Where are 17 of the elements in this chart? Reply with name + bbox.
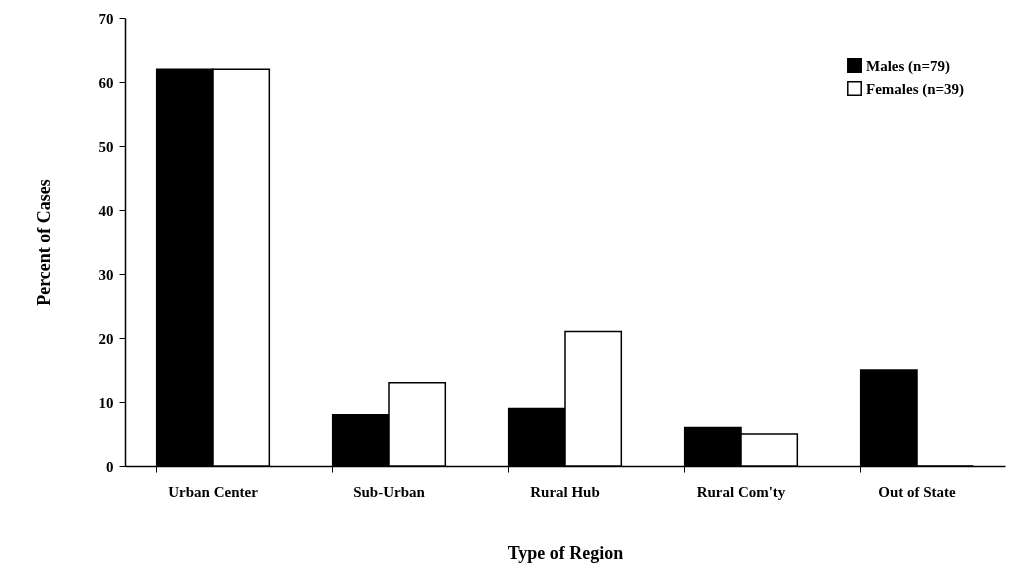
x-tick-label: Urban Center bbox=[168, 483, 259, 500]
y-tick-label: 50 bbox=[98, 138, 114, 155]
x-tick-label: Rural Hub bbox=[530, 483, 600, 500]
y-tick-label: 40 bbox=[98, 202, 114, 219]
x-tick-label: Rural Com'ty bbox=[696, 483, 786, 500]
y-tick-label: 60 bbox=[98, 74, 114, 91]
y-tick-label: 30 bbox=[98, 266, 114, 283]
legend-label: Males (n=79) bbox=[866, 57, 950, 75]
y-tick-label: 70 bbox=[98, 10, 114, 27]
y-axis-title: Percent of Cases bbox=[33, 179, 54, 306]
x-tick-label: Out of State bbox=[878, 483, 957, 500]
x-axis-title: Type of Region bbox=[507, 542, 624, 563]
legend-label: Females (n=39) bbox=[866, 80, 965, 98]
y-tick-label: 0 bbox=[106, 458, 114, 475]
y-tick-label: 10 bbox=[98, 394, 114, 411]
y-tick-label: 20 bbox=[98, 330, 114, 347]
x-tick-label: Sub-Urban bbox=[353, 483, 426, 500]
